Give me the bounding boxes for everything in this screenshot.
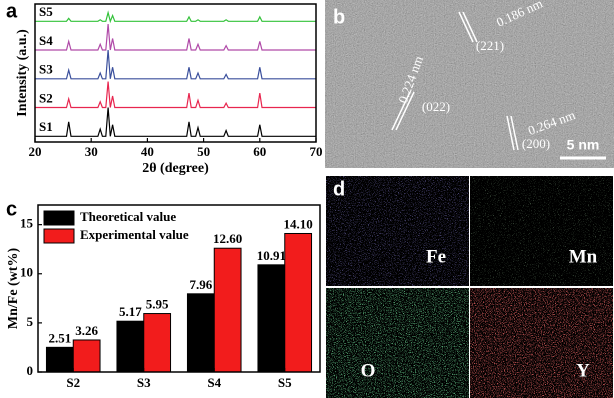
series-label: S1	[39, 119, 53, 134]
series-label: S3	[39, 62, 53, 77]
x-tick-label: S4	[207, 375, 221, 390]
eds-maps: Fe Mn O Y	[325, 175, 614, 398]
value-label: 7.96	[189, 277, 212, 292]
value-label: 12.60	[213, 231, 242, 246]
series-label: S2	[39, 90, 53, 105]
series-label: S5	[39, 4, 53, 19]
value-label: 5.95	[146, 297, 169, 312]
x-tick-label: 40	[141, 144, 154, 159]
xrd-line	[35, 49, 316, 80]
panel-label: b	[333, 6, 345, 28]
value-label: 3.26	[75, 323, 98, 338]
bar	[284, 232, 313, 373]
panel-label: d	[333, 178, 345, 200]
legend-swatch	[43, 210, 75, 226]
legend-swatch	[43, 228, 75, 244]
lattice-mark	[391, 91, 411, 131]
y-axis-label: Intensity (a.u.)	[15, 29, 30, 117]
y-axis-label: Mn/Fe (wt%)	[6, 248, 21, 330]
x-tick-label: 50	[197, 144, 210, 159]
bar	[213, 247, 242, 373]
y-tick-label: 0	[27, 363, 34, 378]
panel-label: a	[6, 0, 18, 22]
map-signal	[326, 288, 469, 398]
bar	[143, 313, 172, 373]
tem-image: 0.186 nm(221)0.224 nm(022)0.264 nm(200) 5…	[325, 0, 614, 168]
x-tick-label: 70	[310, 144, 323, 159]
xrd-line	[35, 81, 316, 109]
bar	[72, 339, 101, 373]
lattice-mark	[458, 11, 474, 43]
bar	[257, 264, 286, 373]
value-label: 5.17	[119, 304, 142, 319]
map-signal	[470, 176, 613, 286]
bar	[186, 293, 215, 373]
lattice-mark	[462, 11, 478, 43]
y-tick-label: 10	[20, 265, 33, 280]
x-tick-label: 20	[29, 144, 42, 159]
lattice-label: (200)	[522, 136, 550, 151]
lattice-mark	[506, 115, 515, 151]
panel-label: c	[6, 198, 17, 220]
x-tick-label: 60	[253, 144, 266, 159]
scale-bar-label: 5 nm	[567, 137, 600, 153]
value-label: 2.51	[48, 330, 71, 345]
plot-frame	[37, 204, 321, 373]
x-tick-label: 30	[85, 144, 98, 159]
lattice-mark	[395, 91, 415, 131]
lattice-label: (022)	[422, 99, 450, 114]
lattice-label: (221)	[476, 38, 504, 53]
value-label: 10.91	[257, 248, 286, 263]
element-label: Y	[576, 360, 590, 381]
element-label: Mn	[569, 246, 598, 267]
xrd-line	[35, 107, 316, 137]
y-tick-label: 15	[20, 216, 34, 231]
lattice-mark	[510, 115, 519, 151]
bar	[116, 320, 145, 373]
xrd-line	[35, 24, 316, 51]
legend-label: Theoretical value	[80, 209, 176, 224]
element-label: Fe	[426, 246, 446, 267]
x-tick-label: S5	[278, 375, 292, 390]
legend-label: Experimental value	[80, 227, 189, 242]
map-signal	[326, 176, 469, 286]
x-tick-label: S3	[137, 375, 151, 390]
tem-texture	[325, 0, 614, 168]
element-label: O	[361, 360, 376, 381]
x-axis-label: 2θ (degree)	[142, 161, 209, 176]
bar	[45, 346, 74, 373]
series-label: S4	[39, 33, 53, 48]
plot-frame	[34, 3, 317, 143]
xrd-line	[35, 10, 316, 24]
y-tick-label: 5	[27, 314, 34, 329]
value-label: 14.10	[284, 216, 313, 231]
map-signal	[470, 288, 613, 398]
x-tick-label: S2	[66, 375, 80, 390]
